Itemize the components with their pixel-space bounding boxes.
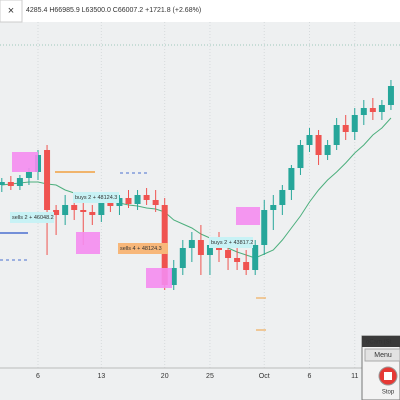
candle-body bbox=[80, 210, 87, 212]
x-tick-label: 6 bbox=[36, 373, 40, 380]
candle-body bbox=[71, 205, 78, 210]
order-label-box bbox=[209, 237, 253, 248]
grid bbox=[37, 22, 356, 368]
candle-body bbox=[188, 240, 195, 248]
candle-body bbox=[98, 200, 105, 215]
order-label: buys 2 + 48124.3 bbox=[75, 195, 117, 201]
x-tick-label: 20 bbox=[161, 373, 169, 380]
candle-body bbox=[378, 105, 385, 112]
candle-body bbox=[143, 195, 150, 200]
candle-body bbox=[134, 195, 141, 204]
ocam-title: oCam (St bbox=[366, 340, 392, 346]
ohlc-header: 4285.4 H66985.9 L63500.0 C66007.2 +1721.… bbox=[26, 7, 201, 14]
candle-body bbox=[197, 240, 204, 255]
candle-body bbox=[288, 168, 295, 190]
candle-body bbox=[170, 268, 177, 285]
candle-body bbox=[116, 198, 123, 206]
candle-body bbox=[16, 178, 23, 186]
candle-body bbox=[315, 135, 322, 155]
candle-body bbox=[387, 86, 394, 105]
candle-body bbox=[53, 210, 60, 215]
candle-body bbox=[252, 245, 259, 270]
moving-average bbox=[1, 117, 392, 259]
candle-body bbox=[206, 245, 213, 255]
x-tick-label: Oct bbox=[259, 373, 270, 380]
candle-body bbox=[279, 190, 286, 205]
candle-body bbox=[351, 115, 358, 132]
x-tick-label: 25 bbox=[206, 373, 214, 380]
order-label: sells 2 + 46048.2 bbox=[12, 215, 54, 221]
ocam-titlebar bbox=[362, 336, 400, 347]
stop-label: Stop bbox=[382, 390, 395, 396]
order-label-box bbox=[10, 212, 54, 223]
candle-body bbox=[324, 145, 331, 155]
plot: 6 13 20 25 Oct 6 11 sells 2 + 46048.2 buys 2 + 4… bbox=[0, 80, 394, 380]
candle-body bbox=[234, 258, 241, 262]
candle-body bbox=[333, 125, 340, 145]
candle-body bbox=[44, 150, 51, 210]
candle-body bbox=[179, 248, 186, 268]
order-label-box bbox=[73, 192, 119, 203]
candle-body bbox=[297, 145, 304, 168]
close-icon: × bbox=[8, 5, 14, 17]
menu-label: Menu bbox=[374, 352, 392, 359]
candle-body bbox=[270, 205, 277, 210]
candle-body bbox=[125, 198, 132, 204]
close-button[interactable] bbox=[0, 0, 23, 23]
trade-marker bbox=[12, 152, 38, 172]
candle-body bbox=[360, 108, 367, 115]
candle-body bbox=[342, 125, 349, 132]
menu-button[interactable] bbox=[364, 348, 400, 362]
trade-marker bbox=[76, 232, 100, 254]
trade-marker bbox=[236, 207, 260, 225]
candle-body bbox=[0, 182, 5, 185]
candle-body bbox=[225, 250, 232, 258]
order-label-box bbox=[118, 243, 168, 254]
order-label: sells 4 + 48124.3 bbox=[120, 246, 162, 252]
candle-body bbox=[7, 182, 14, 186]
stop-square bbox=[384, 372, 392, 380]
trade-marker bbox=[146, 268, 172, 288]
candle-body bbox=[152, 200, 159, 205]
ocam-window: oCam (St Menu Stop bbox=[361, 335, 400, 400]
candle-body bbox=[25, 172, 32, 178]
x-tick-label: 6 bbox=[308, 373, 312, 380]
order-label: buys 2 + 43817.2 bbox=[211, 240, 253, 246]
candle-body bbox=[369, 108, 376, 112]
x-tick-label: 11 bbox=[351, 373, 358, 380]
candle-body bbox=[261, 210, 268, 245]
candle-body bbox=[62, 205, 69, 215]
candle-body bbox=[306, 135, 313, 145]
candle-body bbox=[89, 212, 96, 215]
top-bar bbox=[0, 0, 400, 22]
x-tick-label: 13 bbox=[97, 373, 105, 380]
candle-body bbox=[243, 262, 250, 270]
